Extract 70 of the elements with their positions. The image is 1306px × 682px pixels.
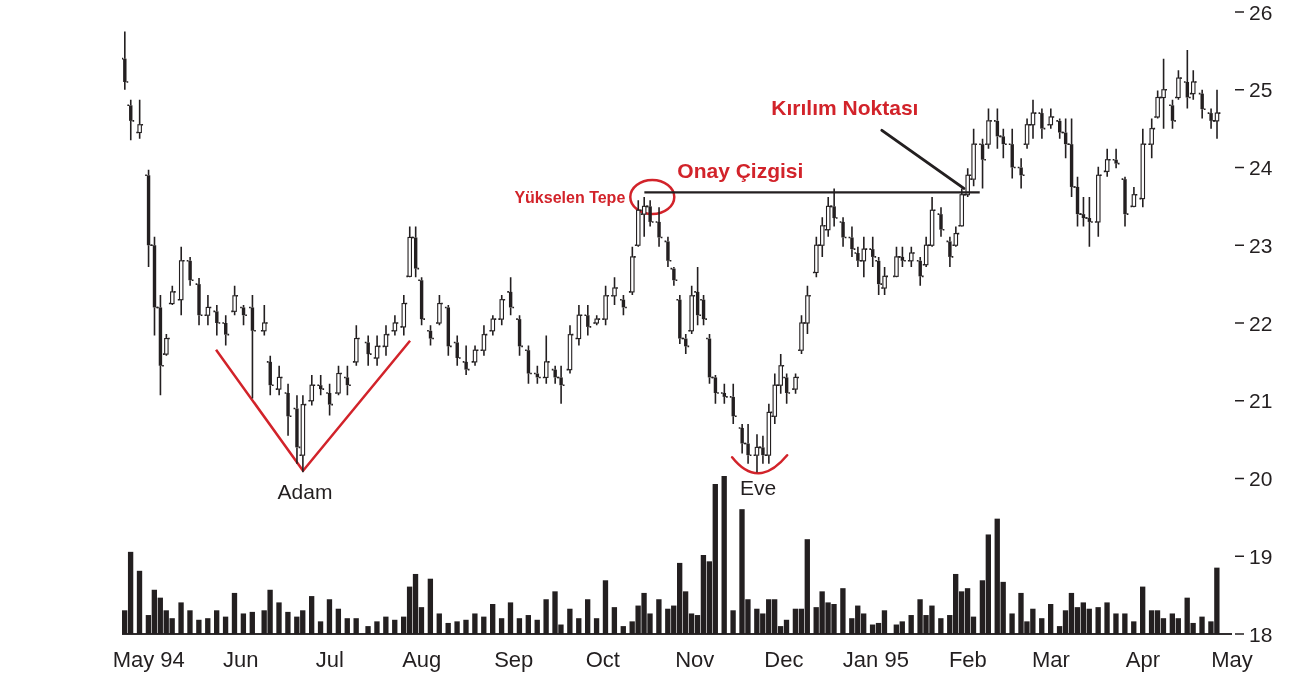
x-tick-label: Nov [675,646,715,672]
candlestick [327,382,332,417]
candlestick [137,99,142,140]
annotation: Eve [740,476,777,500]
candlestick [262,304,267,337]
x-tick-label: Jan 95 [842,646,909,672]
candlestick [909,246,914,268]
candlestick [526,344,531,385]
candlestick [1104,148,1110,178]
candlestick [1096,165,1101,238]
annotation: Adam [277,479,333,503]
x-tick-label: May 94 [112,646,185,672]
candlestick [1176,69,1181,101]
candlestick [276,364,282,397]
y-tick-label: 26 [1249,0,1273,24]
candlestick [499,294,504,327]
candlestick [178,246,184,317]
candlestick [544,334,549,385]
x-tick-label: Sep [494,646,534,672]
candlestick [232,284,237,317]
candlestick [612,276,617,306]
x-tick-label: Dec [764,646,804,672]
candlestick [354,324,359,367]
candlestick [336,364,341,397]
candlestick [986,107,991,150]
x-tick-label: Mar [1032,646,1070,672]
candlestick [722,382,729,405]
y-tick-label: 18 [1249,622,1273,646]
x-tick-label: Apr [1125,646,1161,672]
candlestick [1131,186,1137,207]
x-tick-label: Jul [315,646,344,672]
annotation: Yükselen Tepe [514,189,626,207]
candlestick [170,284,175,306]
candlestick [428,324,433,347]
x-tick-label: Feb [948,646,987,672]
annotation: Kırılım Noktası [771,96,919,120]
candlestick [392,314,398,337]
candlestick [1048,107,1054,130]
y-tick-label: 25 [1249,78,1273,102]
x-tick-label: Aug [402,646,442,672]
candlestick [374,334,380,367]
candlestick [383,324,389,357]
candlestick [345,364,350,397]
candlestick [1170,99,1175,130]
y-tick-label: 23 [1249,233,1273,257]
candlestick [630,246,635,296]
candlestick [793,372,798,395]
candlestick [490,314,496,337]
candlestick [309,374,315,407]
candlestick [164,333,169,357]
candlestick [437,294,442,327]
y-tick-label: 24 [1249,156,1273,180]
x-tick-label: Jun [222,646,259,672]
candlestick [1149,117,1154,159]
candlestick [689,284,694,335]
y-tick-label: 21 [1249,389,1273,413]
candlestick [472,344,478,367]
candlestick [1140,127,1146,208]
y-tick-label: 20 [1249,467,1273,491]
x-tick-label: May [1211,646,1253,672]
candlestick [481,324,487,357]
candlestick [401,294,407,337]
y-tick-label: 19 [1249,544,1273,568]
y-tick-label: 22 [1249,311,1273,335]
candlestick [603,284,608,327]
candlestick [250,294,255,400]
candlestick [241,304,246,327]
candlestick [205,294,211,327]
annotation: Onay Çizgisi [677,159,804,183]
x-tick-label: Oct [585,646,620,672]
